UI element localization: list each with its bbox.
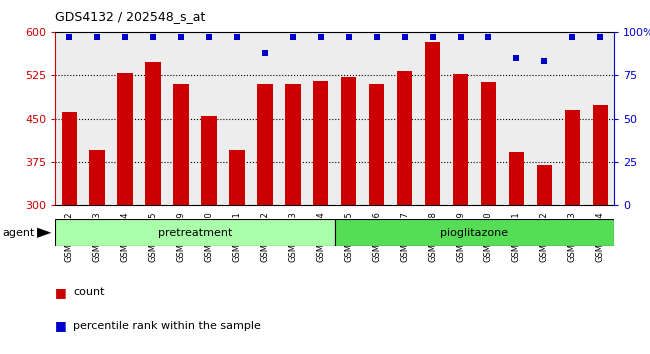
Bar xyxy=(447,32,474,205)
Point xyxy=(288,34,298,40)
Point xyxy=(64,34,75,40)
Point xyxy=(204,34,214,40)
Point xyxy=(540,58,550,64)
Point xyxy=(399,34,410,40)
Point xyxy=(567,34,578,40)
Point xyxy=(148,34,159,40)
Point xyxy=(260,50,270,56)
Point xyxy=(92,34,103,40)
Bar xyxy=(90,150,105,205)
Bar xyxy=(307,32,335,205)
Text: ■: ■ xyxy=(55,319,67,332)
Text: pioglitazone: pioglitazone xyxy=(441,228,508,238)
Bar xyxy=(558,32,586,205)
Text: GDS4132 / 202548_s_at: GDS4132 / 202548_s_at xyxy=(55,10,205,23)
Text: percentile rank within the sample: percentile rank within the sample xyxy=(73,321,261,331)
Point xyxy=(344,34,354,40)
Point xyxy=(120,34,131,40)
Bar xyxy=(229,150,244,205)
Text: ■: ■ xyxy=(55,286,67,298)
Point xyxy=(372,34,382,40)
Bar xyxy=(167,32,195,205)
Bar xyxy=(586,32,614,205)
Bar xyxy=(202,116,216,205)
Bar xyxy=(223,32,251,205)
Bar xyxy=(139,32,167,205)
Point xyxy=(231,34,242,40)
Point xyxy=(512,55,522,61)
Bar xyxy=(397,70,412,205)
Bar xyxy=(537,165,552,205)
Bar xyxy=(285,84,300,205)
Bar xyxy=(474,32,502,205)
Point xyxy=(176,34,187,40)
Bar xyxy=(118,74,133,205)
Bar xyxy=(419,32,447,205)
Bar xyxy=(509,152,524,205)
Point xyxy=(595,34,606,40)
Bar xyxy=(530,32,558,205)
Bar xyxy=(335,32,363,205)
Text: count: count xyxy=(73,287,105,297)
Bar xyxy=(251,32,279,205)
Polygon shape xyxy=(37,228,51,238)
Bar xyxy=(111,32,139,205)
Bar xyxy=(593,105,608,205)
Bar xyxy=(55,32,83,205)
Bar xyxy=(391,32,419,205)
Bar xyxy=(335,219,614,246)
Bar xyxy=(279,32,307,205)
Text: pretreatment: pretreatment xyxy=(158,228,232,238)
Bar xyxy=(174,84,188,205)
Bar xyxy=(62,112,77,205)
Bar xyxy=(363,32,391,205)
Point xyxy=(484,34,494,40)
Bar xyxy=(369,84,384,205)
Bar xyxy=(565,110,580,205)
Bar xyxy=(195,32,223,205)
Bar xyxy=(83,32,111,205)
Point xyxy=(316,34,326,40)
Text: agent: agent xyxy=(2,228,34,238)
Bar xyxy=(481,82,496,205)
Bar xyxy=(341,77,356,205)
Point xyxy=(456,34,466,40)
Bar xyxy=(425,42,440,205)
Point xyxy=(428,34,438,40)
Bar xyxy=(453,74,468,205)
Bar xyxy=(257,84,272,205)
Bar xyxy=(313,81,328,205)
Bar xyxy=(502,32,530,205)
Bar xyxy=(146,62,161,205)
Bar xyxy=(55,219,335,246)
